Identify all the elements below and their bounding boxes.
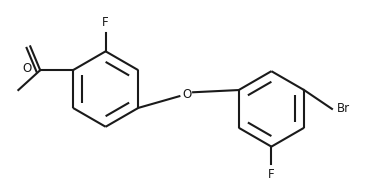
Text: Br: Br — [337, 102, 350, 115]
Text: F: F — [102, 16, 109, 29]
Text: O: O — [182, 87, 192, 100]
Text: O: O — [22, 62, 31, 75]
Text: F: F — [268, 168, 275, 181]
